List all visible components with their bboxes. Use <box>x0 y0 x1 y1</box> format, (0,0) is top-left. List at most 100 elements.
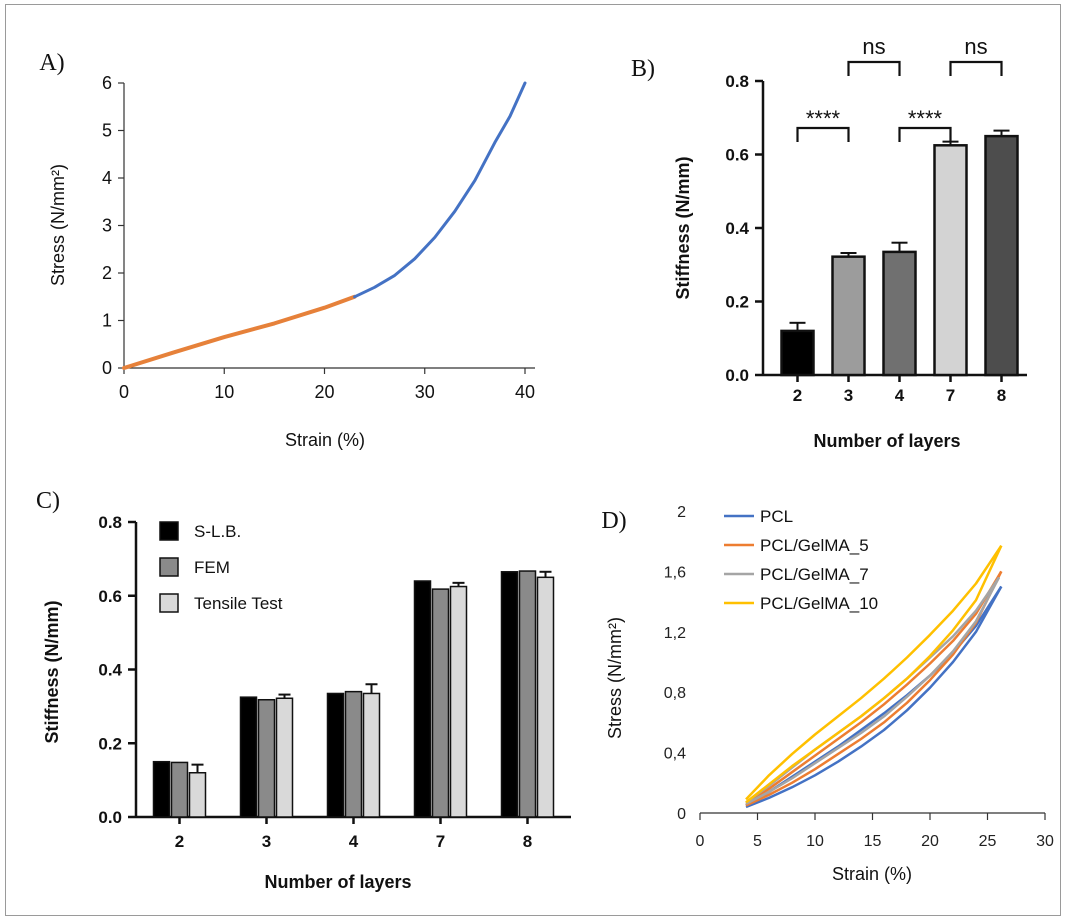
y-axis-title-a: Stress (N/mm²) <box>48 164 68 286</box>
y-tick-label-c: 0.8 <box>98 513 122 532</box>
legend-swatch-c <box>159 593 179 613</box>
bar-b-2 <box>780 329 815 377</box>
y-tick-label-a: 6 <box>102 73 112 93</box>
x-tick-label-b: 2 <box>793 386 802 405</box>
x-tick-label-d: 10 <box>806 833 824 850</box>
y-tick-label-b: 0.0 <box>725 366 749 385</box>
y-tick-label-c: 0.4 <box>98 661 122 680</box>
x-tick-label-a: 10 <box>214 382 234 402</box>
y-tick-label-a: 0 <box>102 358 112 378</box>
bar-c-2-2 <box>188 772 207 818</box>
y-axis-title-c: Stiffness (N/mm) <box>42 600 62 743</box>
significance-bracket-b <box>847 60 901 76</box>
y-tick-label-a: 4 <box>102 168 112 188</box>
x-tick-label-b: 3 <box>844 386 853 405</box>
legend-label-d: PCL <box>760 507 793 526</box>
legend-label-c: S-L.B. <box>194 522 241 541</box>
x-tick-label-d: 5 <box>753 833 762 850</box>
y-tick-label-a: 3 <box>102 216 112 236</box>
legend-label-d: PCL/GelMA_7 <box>760 565 869 584</box>
bar-c-4-2 <box>362 692 381 818</box>
y-tick-label-b: 0.4 <box>725 219 749 238</box>
x-axis-title-c: Number of layers <box>264 872 411 892</box>
x-tick-label-c: 7 <box>436 832 445 851</box>
panel-label-b: B) <box>631 56 655 82</box>
x-tick-label-d: 30 <box>1036 833 1054 850</box>
significance-bracket-b <box>949 60 1003 76</box>
significance-bracket-b <box>898 126 952 142</box>
significance-label-b: **** <box>908 106 943 131</box>
y-tick-label-a: 5 <box>102 121 112 141</box>
y-tick-label-d: 1,6 <box>664 564 686 581</box>
y-tick-label-b: 0.6 <box>725 146 749 165</box>
x-tick-label-d: 20 <box>921 833 939 850</box>
significance-label-b: ns <box>964 34 987 59</box>
y-tick-label-b: 0.2 <box>725 293 749 312</box>
y-tick-label-d: 0,8 <box>664 685 686 702</box>
x-tick-label-c: 3 <box>262 832 271 851</box>
y-tick-label-a: 1 <box>102 311 112 331</box>
unloading-curve-d-0 <box>745 585 1003 809</box>
bar-c-7-0 <box>413 580 432 818</box>
y-tick-label-c: 0.2 <box>98 734 122 753</box>
y-axis-title-b: Stiffness (N/mm) <box>673 156 693 299</box>
y-tick-label-c: 0.6 <box>98 587 122 606</box>
bar-b-8 <box>984 134 1019 377</box>
legend-label-c: Tensile Test <box>194 594 283 613</box>
legend-swatch-c <box>159 521 179 541</box>
y-tick-label-a: 2 <box>102 263 112 283</box>
bar-c-3-2 <box>275 697 294 818</box>
y-tick-label-d: 1,2 <box>664 625 686 642</box>
x-tick-label-a: 20 <box>314 382 334 402</box>
x-tick-label-c: 8 <box>523 832 532 851</box>
legend-label-d: PCL/GelMA_5 <box>760 536 869 555</box>
y-axis-title-d: Stress (N/mm²) <box>605 617 625 739</box>
x-tick-label-a: 40 <box>515 382 535 402</box>
bar-c-7-2 <box>449 585 468 818</box>
bar-b-4 <box>882 250 917 377</box>
x-tick-label-b: 7 <box>946 386 955 405</box>
x-tick-label-c: 2 <box>175 832 184 851</box>
significance-label-b: **** <box>806 106 841 131</box>
figure-frame <box>5 4 1061 916</box>
panel-label-a: A) <box>39 50 64 76</box>
x-tick-label-d: 25 <box>979 833 997 850</box>
bar-c-7-1 <box>431 588 450 818</box>
significance-label-b: ns <box>862 34 885 59</box>
loading-curve-d-1 <box>745 570 1003 805</box>
bar-b-7 <box>933 144 968 377</box>
legend-label-c: FEM <box>194 558 230 577</box>
x-axis-title-d: Strain (%) <box>832 864 912 884</box>
x-axis-title-b: Number of layers <box>813 431 960 451</box>
x-tick-label-a: 30 <box>415 382 435 402</box>
y-tick-label-c: 0.0 <box>98 808 122 827</box>
y-tick-label-d: 2 <box>677 504 686 521</box>
y-tick-label-d: 0,4 <box>664 746 686 763</box>
curve-a-0 <box>122 294 357 370</box>
bar-c-4-1 <box>344 690 363 818</box>
bar-c-3-1 <box>257 698 276 818</box>
bar-c-4-0 <box>326 692 345 818</box>
y-tick-label-b: 0.8 <box>725 72 749 91</box>
x-tick-label-c: 4 <box>349 832 359 851</box>
panel-label-d: D) <box>601 508 626 534</box>
bar-c-2-0 <box>152 760 171 818</box>
bar-c-8-1 <box>518 570 537 818</box>
loading-curve-d-3 <box>745 545 1003 801</box>
bar-c-2-1 <box>170 761 189 818</box>
x-tick-label-d: 15 <box>864 833 882 850</box>
unloading-curve-d-3 <box>745 545 1003 804</box>
unloading-curve-d-2 <box>745 576 1001 806</box>
unloading-curve-d-1 <box>745 570 1003 807</box>
x-axis-title-a: Strain (%) <box>285 430 365 450</box>
legend-label-d: PCL/GelMA_10 <box>760 594 878 613</box>
x-tick-label-a: 0 <box>119 382 129 402</box>
legend-swatch-c <box>159 557 179 577</box>
y-tick-label-d: 0 <box>677 806 686 823</box>
x-tick-label-d: 0 <box>696 833 705 850</box>
significance-bracket-b <box>796 126 850 142</box>
bar-b-3 <box>831 255 866 377</box>
bar-c-8-2 <box>536 576 555 818</box>
bar-c-3-0 <box>239 696 258 818</box>
x-tick-label-b: 4 <box>895 386 905 405</box>
